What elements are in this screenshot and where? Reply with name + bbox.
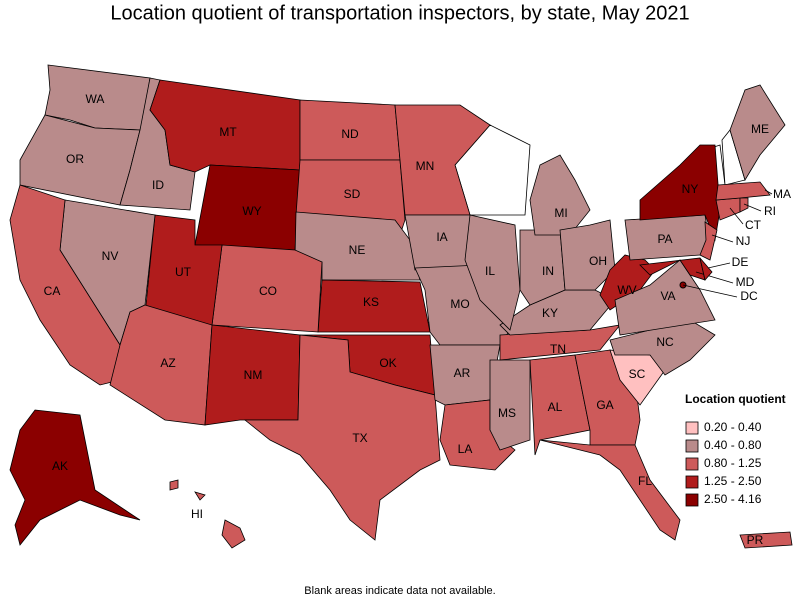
state-label: CA	[44, 284, 61, 298]
legend-label: 0.40 - 0.80	[704, 438, 762, 452]
state	[699, 221, 718, 261]
state-label: KS	[363, 295, 379, 309]
state	[729, 84, 786, 181]
state-label: MO	[450, 297, 469, 311]
state	[169, 479, 179, 491]
state	[539, 439, 681, 541]
footnote: Blank areas indicate data not available.	[304, 585, 495, 597]
state-label: UT	[175, 265, 192, 279]
state-label: RI	[764, 204, 776, 218]
state-label: AZ	[160, 356, 175, 370]
state	[464, 214, 521, 331]
state-label: OH	[589, 254, 607, 268]
state	[9, 409, 141, 546]
state-label: MT	[219, 125, 237, 139]
state-label: ID	[152, 178, 164, 192]
state	[529, 154, 591, 236]
state	[529, 354, 591, 456]
state-label: SC	[629, 367, 646, 381]
state-label: OR	[66, 152, 84, 166]
state-label: MS	[498, 406, 516, 420]
legend-label: 1.25 - 2.50	[704, 474, 762, 488]
state-label: NV	[102, 249, 119, 263]
state	[715, 197, 741, 221]
legend-label: 0.20 - 0.40	[704, 420, 762, 434]
state	[739, 197, 749, 213]
state-label: KY	[542, 306, 558, 320]
state-label: IA	[436, 230, 447, 244]
state	[715, 181, 771, 201]
state	[9, 184, 121, 386]
state-label: FL	[638, 474, 652, 488]
state-label: MD	[736, 275, 755, 289]
state	[739, 531, 793, 549]
state-label: MA	[773, 187, 791, 201]
state-label: VA	[660, 289, 675, 303]
state-label: AR	[454, 366, 471, 380]
state-label: HI	[191, 507, 203, 521]
state-label: NJ	[736, 234, 751, 248]
state-label: WY	[242, 204, 261, 218]
state-label: NE	[349, 243, 366, 257]
state-label: AK	[52, 459, 68, 473]
state-label: NY	[682, 182, 699, 196]
leader-line	[707, 262, 731, 269]
leader-line	[729, 207, 744, 225]
state	[599, 254, 656, 311]
state-label: MI	[554, 206, 567, 220]
state-label: NC	[656, 335, 674, 349]
state-label: ME	[751, 122, 769, 136]
leader-line	[764, 189, 773, 195]
state	[614, 259, 716, 336]
title: Location quotient of transportation insp…	[110, 2, 689, 24]
state-label: MN	[416, 159, 435, 173]
state-label: WA	[86, 92, 105, 106]
state	[394, 104, 491, 216]
legend-swatch	[685, 457, 699, 471]
state-label: GA	[596, 398, 613, 412]
state	[699, 257, 713, 281]
state-label: IN	[542, 264, 554, 278]
legend-swatch	[685, 421, 699, 435]
state-label: IL	[485, 264, 495, 278]
state-label: WV	[617, 283, 636, 297]
state	[489, 359, 531, 451]
state	[221, 519, 246, 549]
leader-line	[711, 234, 734, 243]
state-label: NM	[244, 368, 263, 382]
legend-label: 0.80 - 1.25	[704, 456, 762, 470]
state-label: SD	[344, 187, 361, 201]
legend-swatch	[685, 493, 699, 507]
legend-label: 2.50 - 4.16	[704, 492, 762, 506]
leader-line	[695, 271, 734, 284]
leader-line	[682, 284, 738, 298]
state-label: DE	[732, 255, 749, 269]
states	[9, 64, 793, 549]
state-label: TX	[352, 431, 367, 445]
state-label: CT	[745, 218, 762, 232]
legend-swatch	[685, 475, 699, 489]
state-label: ND	[341, 127, 359, 141]
state-label: DC	[740, 289, 758, 303]
state	[194, 491, 206, 501]
state	[243, 334, 441, 541]
state-label: PA	[657, 232, 672, 246]
state-label: LA	[458, 442, 473, 456]
legend-title: Location quotient	[685, 392, 786, 406]
state-label: PR	[747, 533, 764, 547]
legend-swatch	[685, 439, 699, 453]
state-label: AL	[548, 400, 563, 414]
state-label: TN	[550, 342, 566, 356]
state-label: CO	[259, 284, 277, 298]
state-label: OK	[379, 356, 396, 370]
leader-line	[743, 203, 762, 212]
